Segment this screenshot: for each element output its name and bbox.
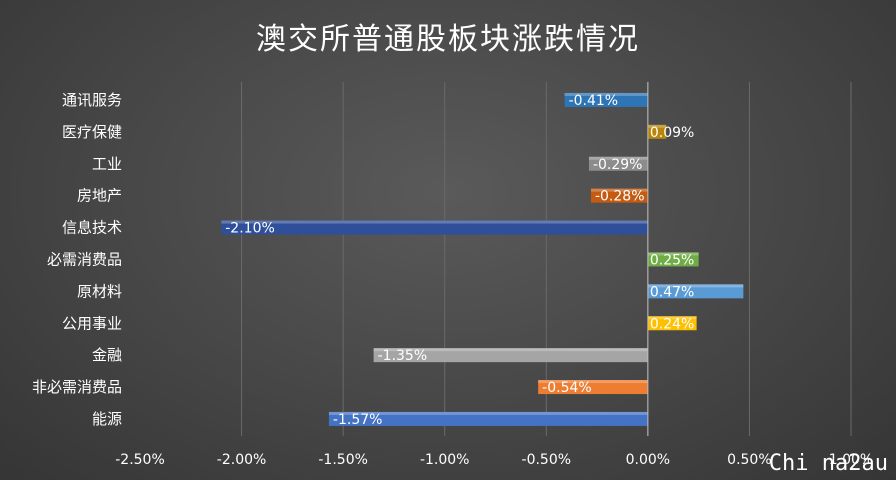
category-label: 信息技术 <box>62 219 122 237</box>
bar <box>221 220 648 235</box>
bar <box>538 380 648 395</box>
bar-highlight <box>373 348 648 352</box>
x-tick-label: -0.50% <box>522 452 572 468</box>
x-tick-label: 0.50% <box>727 452 771 468</box>
bar-highlight <box>221 220 648 224</box>
data-label: 0.25% <box>650 252 694 268</box>
bar-highlight <box>590 188 648 192</box>
bar <box>647 252 699 267</box>
watermark: Chi na2au <box>768 451 888 476</box>
category-label: 必需消费品 <box>47 250 122 268</box>
category-label: 医疗保健 <box>62 123 122 141</box>
bar-highlight <box>647 316 697 320</box>
data-label: 0.24% <box>650 316 694 332</box>
bar <box>590 188 648 203</box>
bar-highlight <box>647 124 667 128</box>
data-label: -0.54% <box>542 380 592 396</box>
x-tick-label: -1.00% <box>420 452 470 468</box>
bar <box>373 348 648 363</box>
x-tick-label: -1.50% <box>318 452 368 468</box>
data-label: 0.47% <box>650 284 694 300</box>
bar-highlight <box>328 411 648 415</box>
bar-highlight <box>647 252 699 256</box>
category-label: 非必需消费品 <box>32 378 122 396</box>
data-label: -0.29% <box>593 157 643 173</box>
category-label: 金融 <box>92 346 122 364</box>
x-tick-label: 1.00% <box>829 452 873 468</box>
bar <box>588 156 648 171</box>
category-label: 通讯服务 <box>62 91 122 109</box>
x-tick-label: -2.00% <box>217 452 267 468</box>
x-tick-label: -2.50% <box>115 452 165 468</box>
category-label: 原材料 <box>77 282 122 300</box>
bar <box>328 411 648 426</box>
category-label: 房地产 <box>77 187 122 205</box>
data-label: -1.35% <box>378 348 428 364</box>
data-label: -1.57% <box>333 412 383 428</box>
data-label: 0.09% <box>650 125 694 141</box>
category-label: 工业 <box>92 155 122 173</box>
category-label: 公用事业 <box>62 314 122 332</box>
bar <box>647 124 667 139</box>
bar-highlight <box>647 284 744 288</box>
category-label: 能源 <box>92 410 122 428</box>
bar <box>647 284 744 299</box>
chart-title: 澳交所普通股板块涨跌情况 <box>256 22 640 57</box>
bar <box>647 316 697 331</box>
bar-highlight <box>588 156 648 160</box>
bar-highlight <box>538 380 648 384</box>
data-label: -0.28% <box>595 189 645 205</box>
bar-highlight <box>564 92 648 96</box>
data-label: -2.10% <box>225 221 275 237</box>
bar <box>564 92 648 107</box>
x-tick-label: 0.00% <box>626 452 670 468</box>
data-label: -0.41% <box>569 93 619 109</box>
